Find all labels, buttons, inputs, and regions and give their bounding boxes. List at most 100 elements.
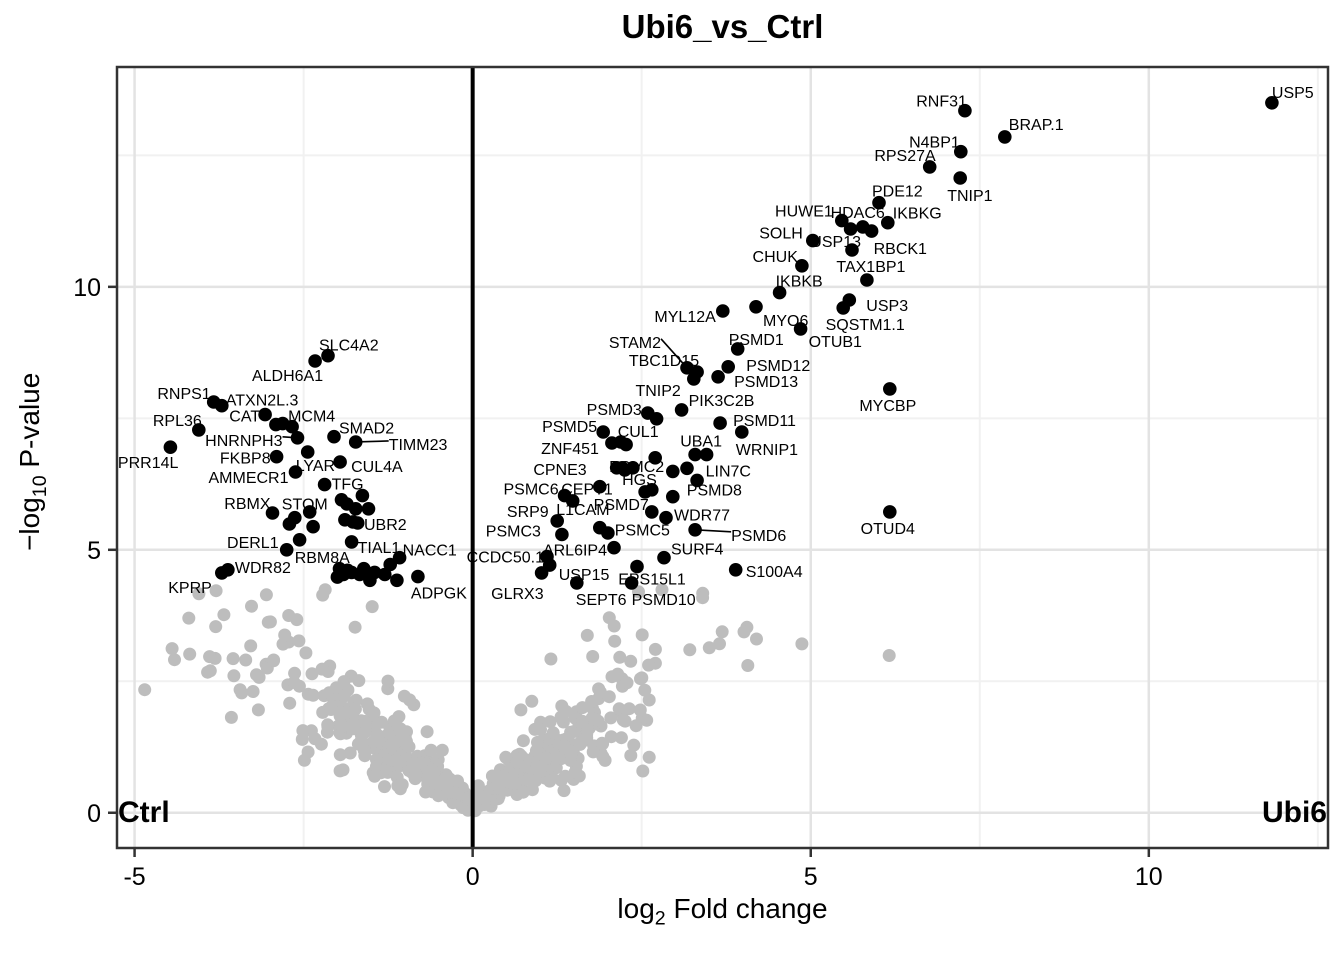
significant-point — [363, 573, 377, 588]
left-group-annotation: Ctrl — [118, 796, 170, 829]
nonsignificant-point — [555, 699, 569, 713]
nonsignificant-point — [226, 652, 240, 666]
nonsignificant-point — [267, 653, 281, 667]
gene-label: STAM2 — [609, 335, 661, 352]
nonsignificant-point — [750, 632, 763, 646]
gene-label: KPRP — [168, 580, 212, 597]
significant-point — [922, 160, 937, 174]
nonsignificant-point — [608, 634, 622, 648]
gene-label: MYCBP — [859, 398, 916, 415]
nonsignificant-point — [558, 769, 572, 783]
gene-label: RBM8A — [295, 550, 350, 567]
nonsignificant-point — [251, 703, 265, 717]
x-tick-label: -5 — [123, 863, 145, 891]
nonsignificant-point — [516, 734, 530, 748]
x-axis-title: log2 Fold change — [117, 893, 1328, 931]
nonsignificant-point — [351, 737, 365, 751]
gene-label: HGS — [622, 472, 657, 489]
gene-label: PSMD10 — [632, 592, 696, 609]
nonsignificant-point — [586, 650, 600, 663]
nonsignificant-point — [138, 683, 152, 697]
nonsignificant-point — [314, 737, 328, 751]
y-axis-title-suffix: P-value — [14, 372, 46, 476]
nonsignificant-point — [168, 653, 181, 667]
gene-label: WRNIP1 — [736, 442, 798, 459]
significant-point — [609, 461, 624, 475]
gene-label: FKBP8 — [220, 451, 271, 468]
gene-label: STOM — [282, 497, 328, 514]
significant-point — [288, 465, 303, 479]
nonsignificant-point — [209, 584, 223, 598]
nonsignificant-point — [612, 702, 626, 716]
significant-point — [361, 502, 376, 516]
nonsignificant-point — [596, 737, 610, 751]
nonsignificant-point — [622, 702, 636, 716]
gene-label: USP3 — [866, 298, 908, 315]
nonsignificant-point — [882, 649, 896, 662]
nonsignificant-point — [635, 628, 649, 642]
significant-point — [192, 423, 206, 437]
gene-label: AMMECR1 — [208, 470, 288, 487]
significant-point — [793, 322, 808, 336]
gene-label: RPL36 — [153, 413, 202, 430]
gene-label: N4BP1 — [909, 135, 960, 152]
gene-label: PSMC3 — [486, 524, 541, 541]
nonsignificant-point — [402, 740, 416, 754]
gene-label: TIMM23 — [389, 437, 448, 454]
gene-label: TNIP2 — [635, 383, 680, 400]
nonsignificant-point — [604, 711, 618, 725]
nonsignificant-point — [546, 726, 560, 740]
significant-point — [605, 436, 619, 450]
gene-label: TAX1BP1 — [836, 259, 905, 276]
nonsignificant-point — [201, 665, 215, 679]
y-axis-title-prefix: −log — [14, 497, 46, 551]
gene-label: CHUK — [753, 249, 799, 266]
significant-point — [883, 382, 897, 396]
significant-point — [265, 506, 280, 520]
significant-point — [288, 510, 302, 525]
x-axis-title-prefix: log — [617, 893, 655, 924]
nonsignificant-point — [426, 774, 440, 788]
significant-point — [258, 407, 272, 422]
gene-label: PSMC2 — [609, 459, 664, 476]
nonsignificant-point — [420, 725, 434, 739]
nonsignificant-point — [624, 749, 638, 762]
significant-point — [555, 527, 569, 542]
nonsignificant-point — [499, 750, 513, 764]
significant-point — [570, 576, 584, 590]
significant-point — [795, 259, 809, 273]
gene-label: ZNF451 — [541, 441, 599, 458]
significant-point — [645, 483, 659, 497]
significant-point — [378, 567, 392, 582]
gene-label: DERL1 — [227, 535, 279, 552]
nonsignificant-point — [183, 647, 197, 661]
significant-point — [772, 285, 787, 300]
nonsignificant-point — [352, 674, 366, 688]
nonsignificant-point — [543, 715, 557, 729]
nonsignificant-point — [492, 781, 506, 795]
gene-label: SRP9 — [507, 504, 549, 521]
gene-label: LYAR — [296, 458, 335, 475]
nonsignificant-point — [539, 751, 553, 765]
nonsignificant-point — [525, 694, 539, 708]
nonsignificant-point — [558, 740, 572, 754]
gene-label: PSMD6 — [731, 528, 786, 545]
nonsignificant-point — [233, 683, 247, 697]
gene-label: PSMC6 — [503, 482, 558, 499]
gene-label: USP13 — [810, 234, 861, 251]
significant-point — [300, 445, 315, 459]
significant-point — [355, 488, 370, 503]
gene-label: RBCK1 — [874, 241, 927, 258]
nonsignificant-point — [290, 613, 304, 627]
gene-label: TBC1D15 — [629, 353, 699, 370]
nonsignificant-point — [605, 670, 619, 684]
nonsignificant-point — [343, 746, 357, 760]
nonsignificant-point — [544, 652, 558, 666]
significant-point — [390, 573, 404, 588]
significant-point — [687, 372, 701, 386]
nonsignificant-point — [713, 637, 726, 651]
significant-point — [392, 550, 407, 565]
gene-label: USP15 — [559, 567, 610, 584]
nonsignificant-point — [648, 642, 662, 656]
nonsignificant-point — [359, 725, 372, 738]
